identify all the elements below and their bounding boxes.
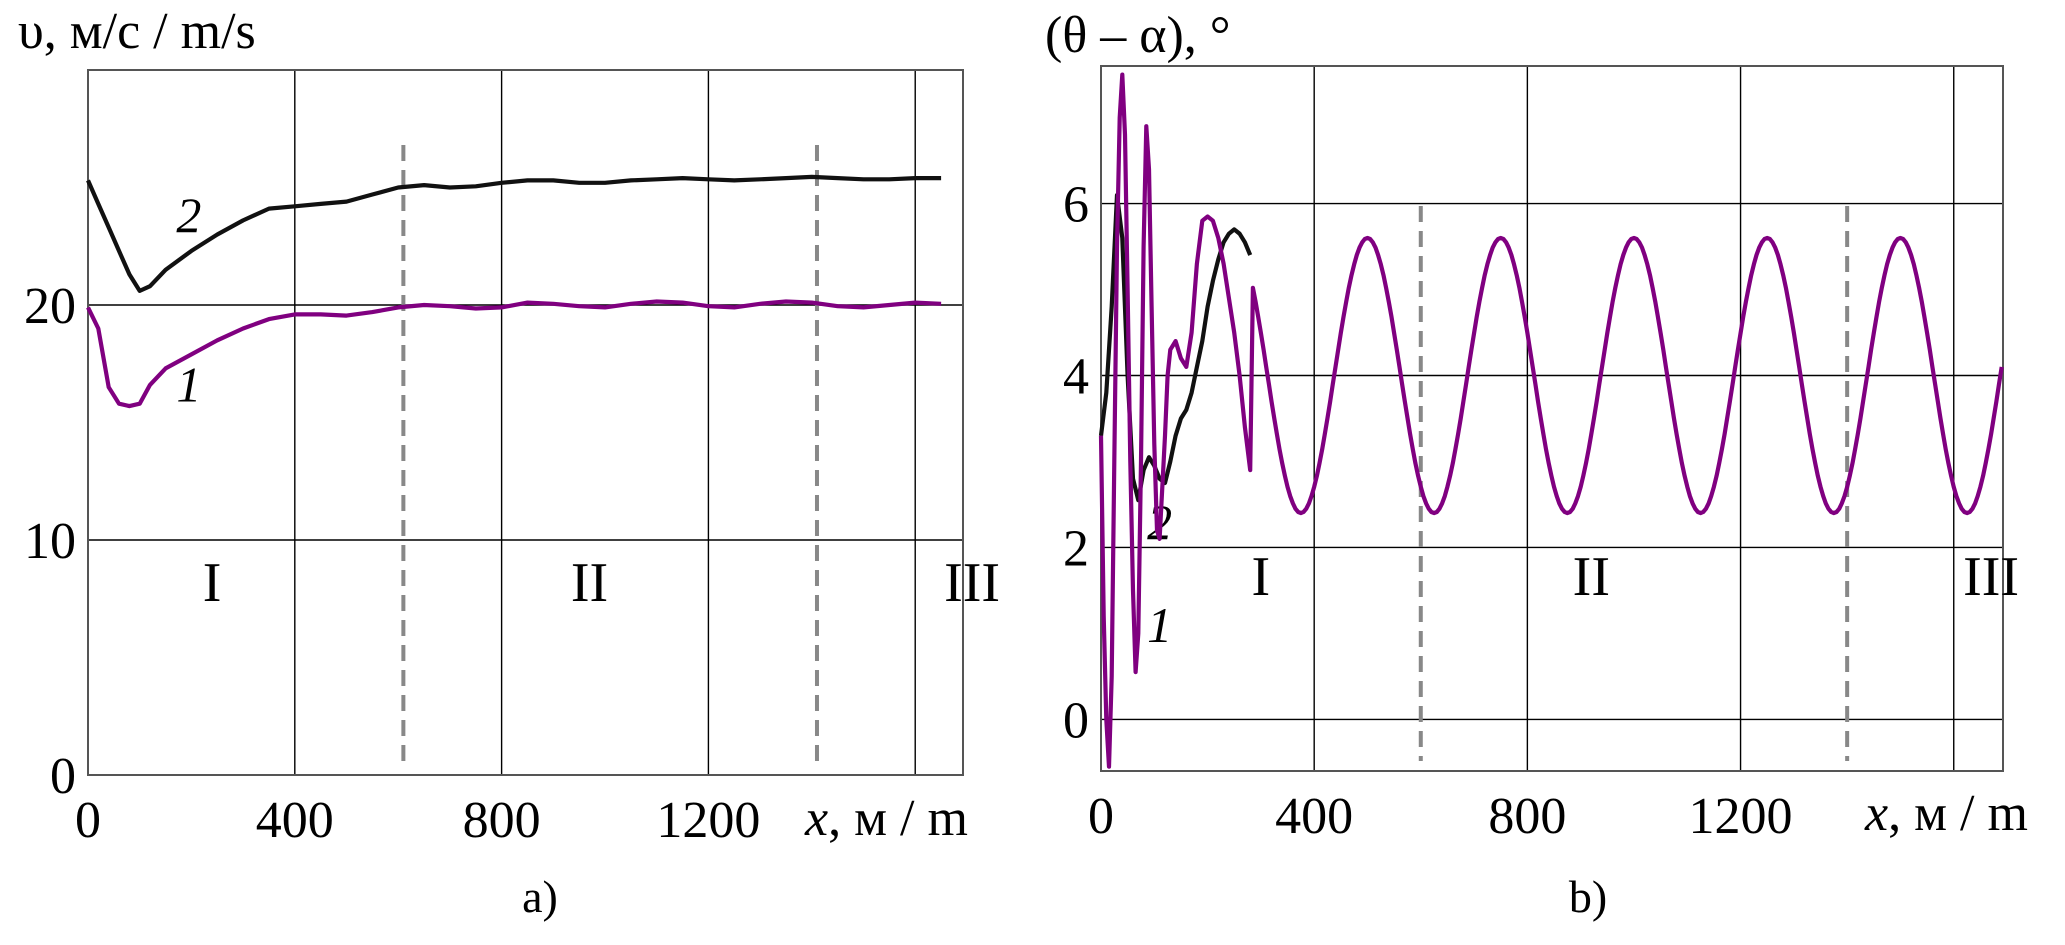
panel-a-caption: a) — [522, 871, 558, 922]
panel-a-region-label: III — [944, 552, 1000, 614]
panel-a-xtick-label: 1200 — [656, 792, 760, 849]
panel-b-ytick-label: 6 — [1063, 177, 1089, 234]
panel-a-xlabel-var: x — [804, 790, 828, 847]
panel-b-series-1-line — [1098, 72, 2004, 769]
panel-a-grid — [87, 69, 964, 776]
panel-a-ytick-label: 20 — [24, 278, 76, 335]
panel-a-plot-frame — [87, 69, 964, 776]
panel-b-xlabel-var: x — [1864, 785, 1888, 842]
panel-a-xtick-label: 0 — [75, 792, 101, 849]
panel-b-plot-frame — [1100, 65, 2004, 772]
panel-b-ylabel: (θ – α), ° — [1045, 7, 1231, 64]
panel-b-caption: b) — [1569, 871, 1607, 922]
panel-a-xlabel-unit: , м / m — [828, 790, 968, 847]
panel-b-series-2-line — [1098, 192, 1253, 503]
panel-a-series-2-line — [86, 174, 942, 293]
panel-a-series-1-label: 1 — [176, 356, 201, 412]
panel-b-region-label: I — [1252, 546, 1271, 608]
panel-b-xtick-label: 400 — [1275, 788, 1353, 845]
panel-a-xtick-label: 800 — [463, 792, 541, 849]
panel-a-region-label: I — [203, 552, 222, 614]
panel-a-region-label: II — [571, 552, 608, 614]
panel-b-ytick-label: 4 — [1063, 349, 1089, 406]
panel-a-series-2-label: 2 — [176, 187, 201, 243]
panel-a-xlabel: x, м / m — [804, 790, 968, 847]
panel-a-ytick-label: 0 — [50, 748, 76, 805]
panel-b-grid — [1100, 65, 2004, 772]
panel-b-xlabel: x, м / m — [1864, 785, 2028, 842]
panel-b-region-label: III — [1963, 546, 2019, 608]
panel-b-ytick-label: 2 — [1063, 520, 1089, 577]
panel-b-xtick-label: 1200 — [1689, 788, 1793, 845]
panel-b-series-1-label: 1 — [1147, 597, 1172, 653]
panel-a-xtick-label: 400 — [256, 792, 334, 849]
panel-b-region-label: II — [1573, 546, 1610, 608]
panel-b-xtick-label: 800 — [1488, 788, 1566, 845]
panel-b-ytick-label: 0 — [1063, 692, 1089, 749]
panel-b-xlabel-unit: , м / m — [1888, 785, 2028, 842]
panel-a-ytick-label: 10 — [24, 513, 76, 570]
panel-a-series-1-line — [86, 299, 942, 409]
panel-a-ylabel: υ, м/c / m/s — [18, 3, 256, 60]
panel-b-xtick-label: 0 — [1088, 788, 1114, 845]
